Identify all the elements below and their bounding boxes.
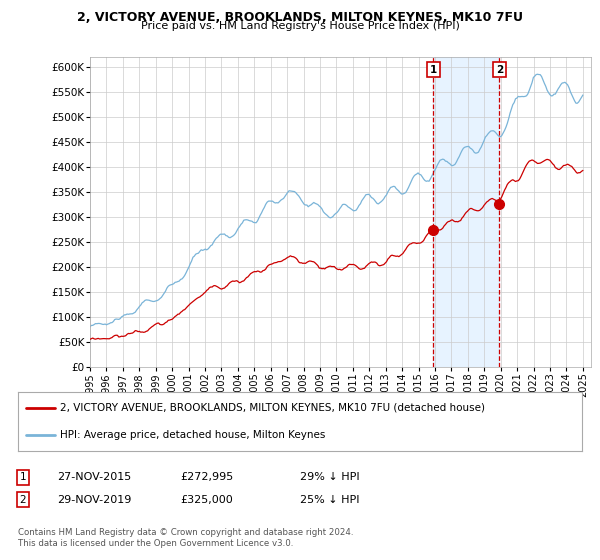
Text: 29% ↓ HPI: 29% ↓ HPI: [300, 472, 359, 482]
Text: Price paid vs. HM Land Registry's House Price Index (HPI): Price paid vs. HM Land Registry's House …: [140, 21, 460, 31]
Text: £325,000: £325,000: [180, 494, 233, 505]
Text: 1: 1: [19, 472, 26, 482]
Bar: [433, 57, 499, 367]
Text: 2, VICTORY AVENUE, BROOKLANDS, MILTON KEYNES, MK10 7FU: 2, VICTORY AVENUE, BROOKLANDS, MILTON KE…: [77, 11, 523, 24]
Text: 25% ↓ HPI: 25% ↓ HPI: [300, 494, 359, 505]
Text: £272,995: £272,995: [180, 472, 233, 482]
Text: 27-NOV-2015: 27-NOV-2015: [57, 472, 131, 482]
Text: 2: 2: [496, 64, 503, 74]
Text: 2: 2: [19, 494, 26, 505]
Text: 1: 1: [430, 64, 437, 74]
Text: HPI: Average price, detached house, Milton Keynes: HPI: Average price, detached house, Milt…: [60, 430, 326, 440]
Text: Contains HM Land Registry data © Crown copyright and database right 2024.
This d: Contains HM Land Registry data © Crown c…: [18, 528, 353, 548]
Text: 29-NOV-2019: 29-NOV-2019: [57, 494, 131, 505]
Text: 2, VICTORY AVENUE, BROOKLANDS, MILTON KEYNES, MK10 7FU (detached house): 2, VICTORY AVENUE, BROOKLANDS, MILTON KE…: [60, 403, 485, 413]
